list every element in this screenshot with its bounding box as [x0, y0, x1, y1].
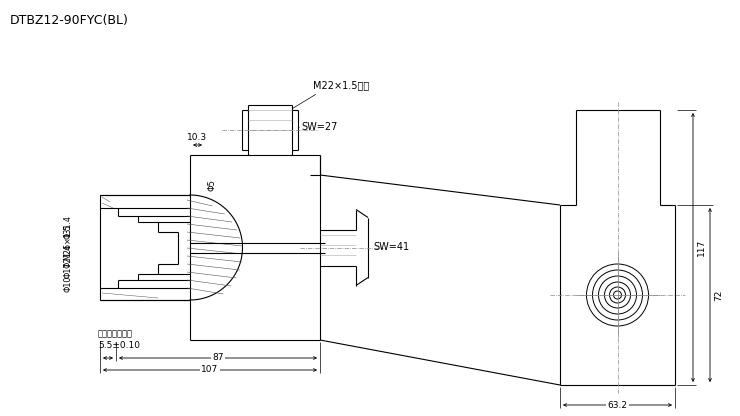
Text: Φ17: Φ17	[64, 261, 73, 278]
Text: SW=27: SW=27	[301, 122, 337, 132]
Text: 117: 117	[697, 239, 706, 256]
Text: M22×1.5螺纹: M22×1.5螺纹	[313, 80, 369, 90]
Text: 10.3: 10.3	[187, 133, 207, 141]
Text: 63.2: 63.2	[608, 401, 628, 409]
Text: Φ5: Φ5	[207, 179, 217, 191]
Text: 107: 107	[201, 366, 218, 374]
Text: Φ31.4: Φ31.4	[64, 215, 73, 240]
Text: 5.5±0.10: 5.5±0.10	[98, 342, 140, 351]
Text: 电磁铁得电位置: 电磁铁得电位置	[98, 329, 133, 339]
Text: 87: 87	[212, 354, 223, 362]
Text: M26×1.5: M26×1.5	[64, 223, 73, 260]
Text: 72: 72	[714, 289, 723, 301]
Text: SW=41: SW=41	[373, 243, 409, 253]
Text: DTBZ12-90FYC(BL): DTBZ12-90FYC(BL)	[10, 14, 129, 27]
Text: Φ10: Φ10	[64, 275, 73, 292]
Text: Φ21.4: Φ21.4	[64, 243, 73, 267]
